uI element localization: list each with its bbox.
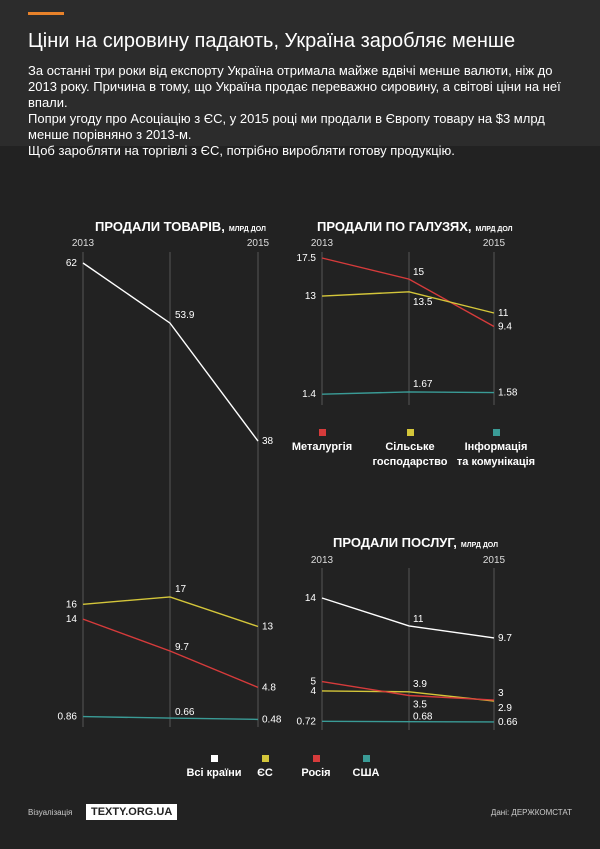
data-label: 0.72: [297, 716, 317, 727]
series-line: [321, 597, 495, 639]
data-label: 0.68: [413, 712, 433, 723]
data-label: 11: [498, 308, 509, 319]
data-label: 17.5: [297, 253, 317, 264]
legend-swatch: [211, 755, 218, 762]
series-line: [321, 257, 495, 328]
legend-label: США: [353, 767, 380, 779]
data-label: 16: [66, 599, 78, 610]
data-label: 0.48: [262, 714, 282, 725]
page-title: Ціни на сировину падають, Україна заробл…: [28, 30, 516, 52]
data-label: 3: [498, 688, 504, 699]
legend-swatch: [262, 755, 269, 762]
series-line: [321, 291, 495, 314]
data-label: 4.8: [262, 682, 276, 693]
data-label: 9.7: [175, 642, 189, 653]
texty-logo[interactable]: TEXTY.ORG.UA: [86, 804, 178, 820]
data-label: 13: [262, 622, 274, 633]
legend-label: Інформація: [465, 441, 528, 453]
x-tick-label: 2015: [483, 238, 506, 249]
chart-title: ПРОДАЛИ ТОВАРІВ,: [95, 219, 225, 234]
series-line: [82, 596, 259, 628]
intro-text: За останні три роки від експорту Україна…: [28, 63, 573, 159]
x-tick-label: 2015: [483, 555, 506, 566]
data-label: 53.9: [175, 310, 195, 321]
intro-paragraph-2: Попри угоду про Асоціацію з ЄС, у 2015 р…: [28, 111, 545, 142]
legend-label: Всі країни: [186, 767, 241, 779]
legend-label: Металургія: [292, 441, 352, 453]
legend-label: господарство: [372, 456, 447, 468]
data-label: 1.4: [302, 389, 316, 400]
chart-title: ПРОДАЛИ ПО ГАЛУЗЯХ,: [317, 219, 472, 234]
legend-label: Росія: [301, 767, 330, 779]
legend-label: Сільське: [385, 441, 434, 453]
legend-swatch: [319, 429, 326, 436]
data-label: 17: [175, 584, 187, 595]
series-line: [321, 391, 495, 395]
legend-label: та комунікація: [457, 456, 535, 468]
series-line: [321, 680, 495, 701]
chart-title: ПРОДАЛИ ПОСЛУГ,: [333, 535, 457, 550]
data-label: 1.67: [413, 379, 433, 390]
header-panel: Ціни на сировину падають, Україна заробл…: [0, 0, 600, 158]
data-label: 2.9: [498, 703, 512, 714]
series-line: [82, 618, 259, 689]
series-line: [82, 262, 259, 442]
data-label: 4: [310, 686, 316, 697]
legend-swatch: [313, 755, 320, 762]
data-label: 11: [413, 614, 424, 625]
data-label: 14: [66, 614, 78, 625]
legend-swatch: [363, 755, 370, 762]
accent-bar: [28, 12, 64, 15]
intro-paragraph-3: Щоб заробляти на торгівлі з ЄС, потрібно…: [28, 143, 455, 158]
data-label: 62: [66, 258, 78, 269]
data-source: Дані: ДЕРЖКОМСТАТ: [490, 808, 572, 817]
data-label: 0.66: [175, 707, 195, 718]
legend-label: ЄС: [257, 767, 273, 779]
data-label: 0.66: [498, 717, 518, 728]
data-label: 9.4: [498, 322, 512, 333]
chart-unit: МЛРД ДОЛ: [229, 226, 266, 233]
data-label: 5: [310, 677, 316, 688]
legend-swatch: [493, 429, 500, 436]
series-line: [82, 715, 259, 721]
data-label: 0.86: [58, 712, 78, 723]
x-tick-label: 2015: [247, 238, 270, 249]
data-label: 38: [262, 436, 274, 447]
data-label: 13.5: [413, 297, 433, 308]
visualization-label: Візуалізація: [28, 808, 73, 817]
data-label: 9.7: [498, 633, 512, 644]
legend-swatch: [407, 429, 414, 436]
chart-unit: МЛРД ДОЛ: [461, 542, 498, 549]
chart-unit: МЛРД ДОЛ: [476, 226, 513, 233]
intro-paragraph-1: За останні три роки від експорту Україна…: [28, 63, 561, 110]
data-label: 3.9: [413, 679, 427, 690]
data-label: 13: [305, 291, 317, 302]
data-label: 3.5: [413, 700, 427, 711]
x-tick-label: 2013: [311, 238, 334, 249]
data-label: 14: [305, 593, 317, 604]
x-tick-label: 2013: [311, 555, 334, 566]
data-label: 1.58: [498, 388, 518, 399]
data-label: 15: [413, 267, 425, 278]
x-tick-label: 2013: [72, 238, 95, 249]
series-line: [321, 720, 495, 723]
